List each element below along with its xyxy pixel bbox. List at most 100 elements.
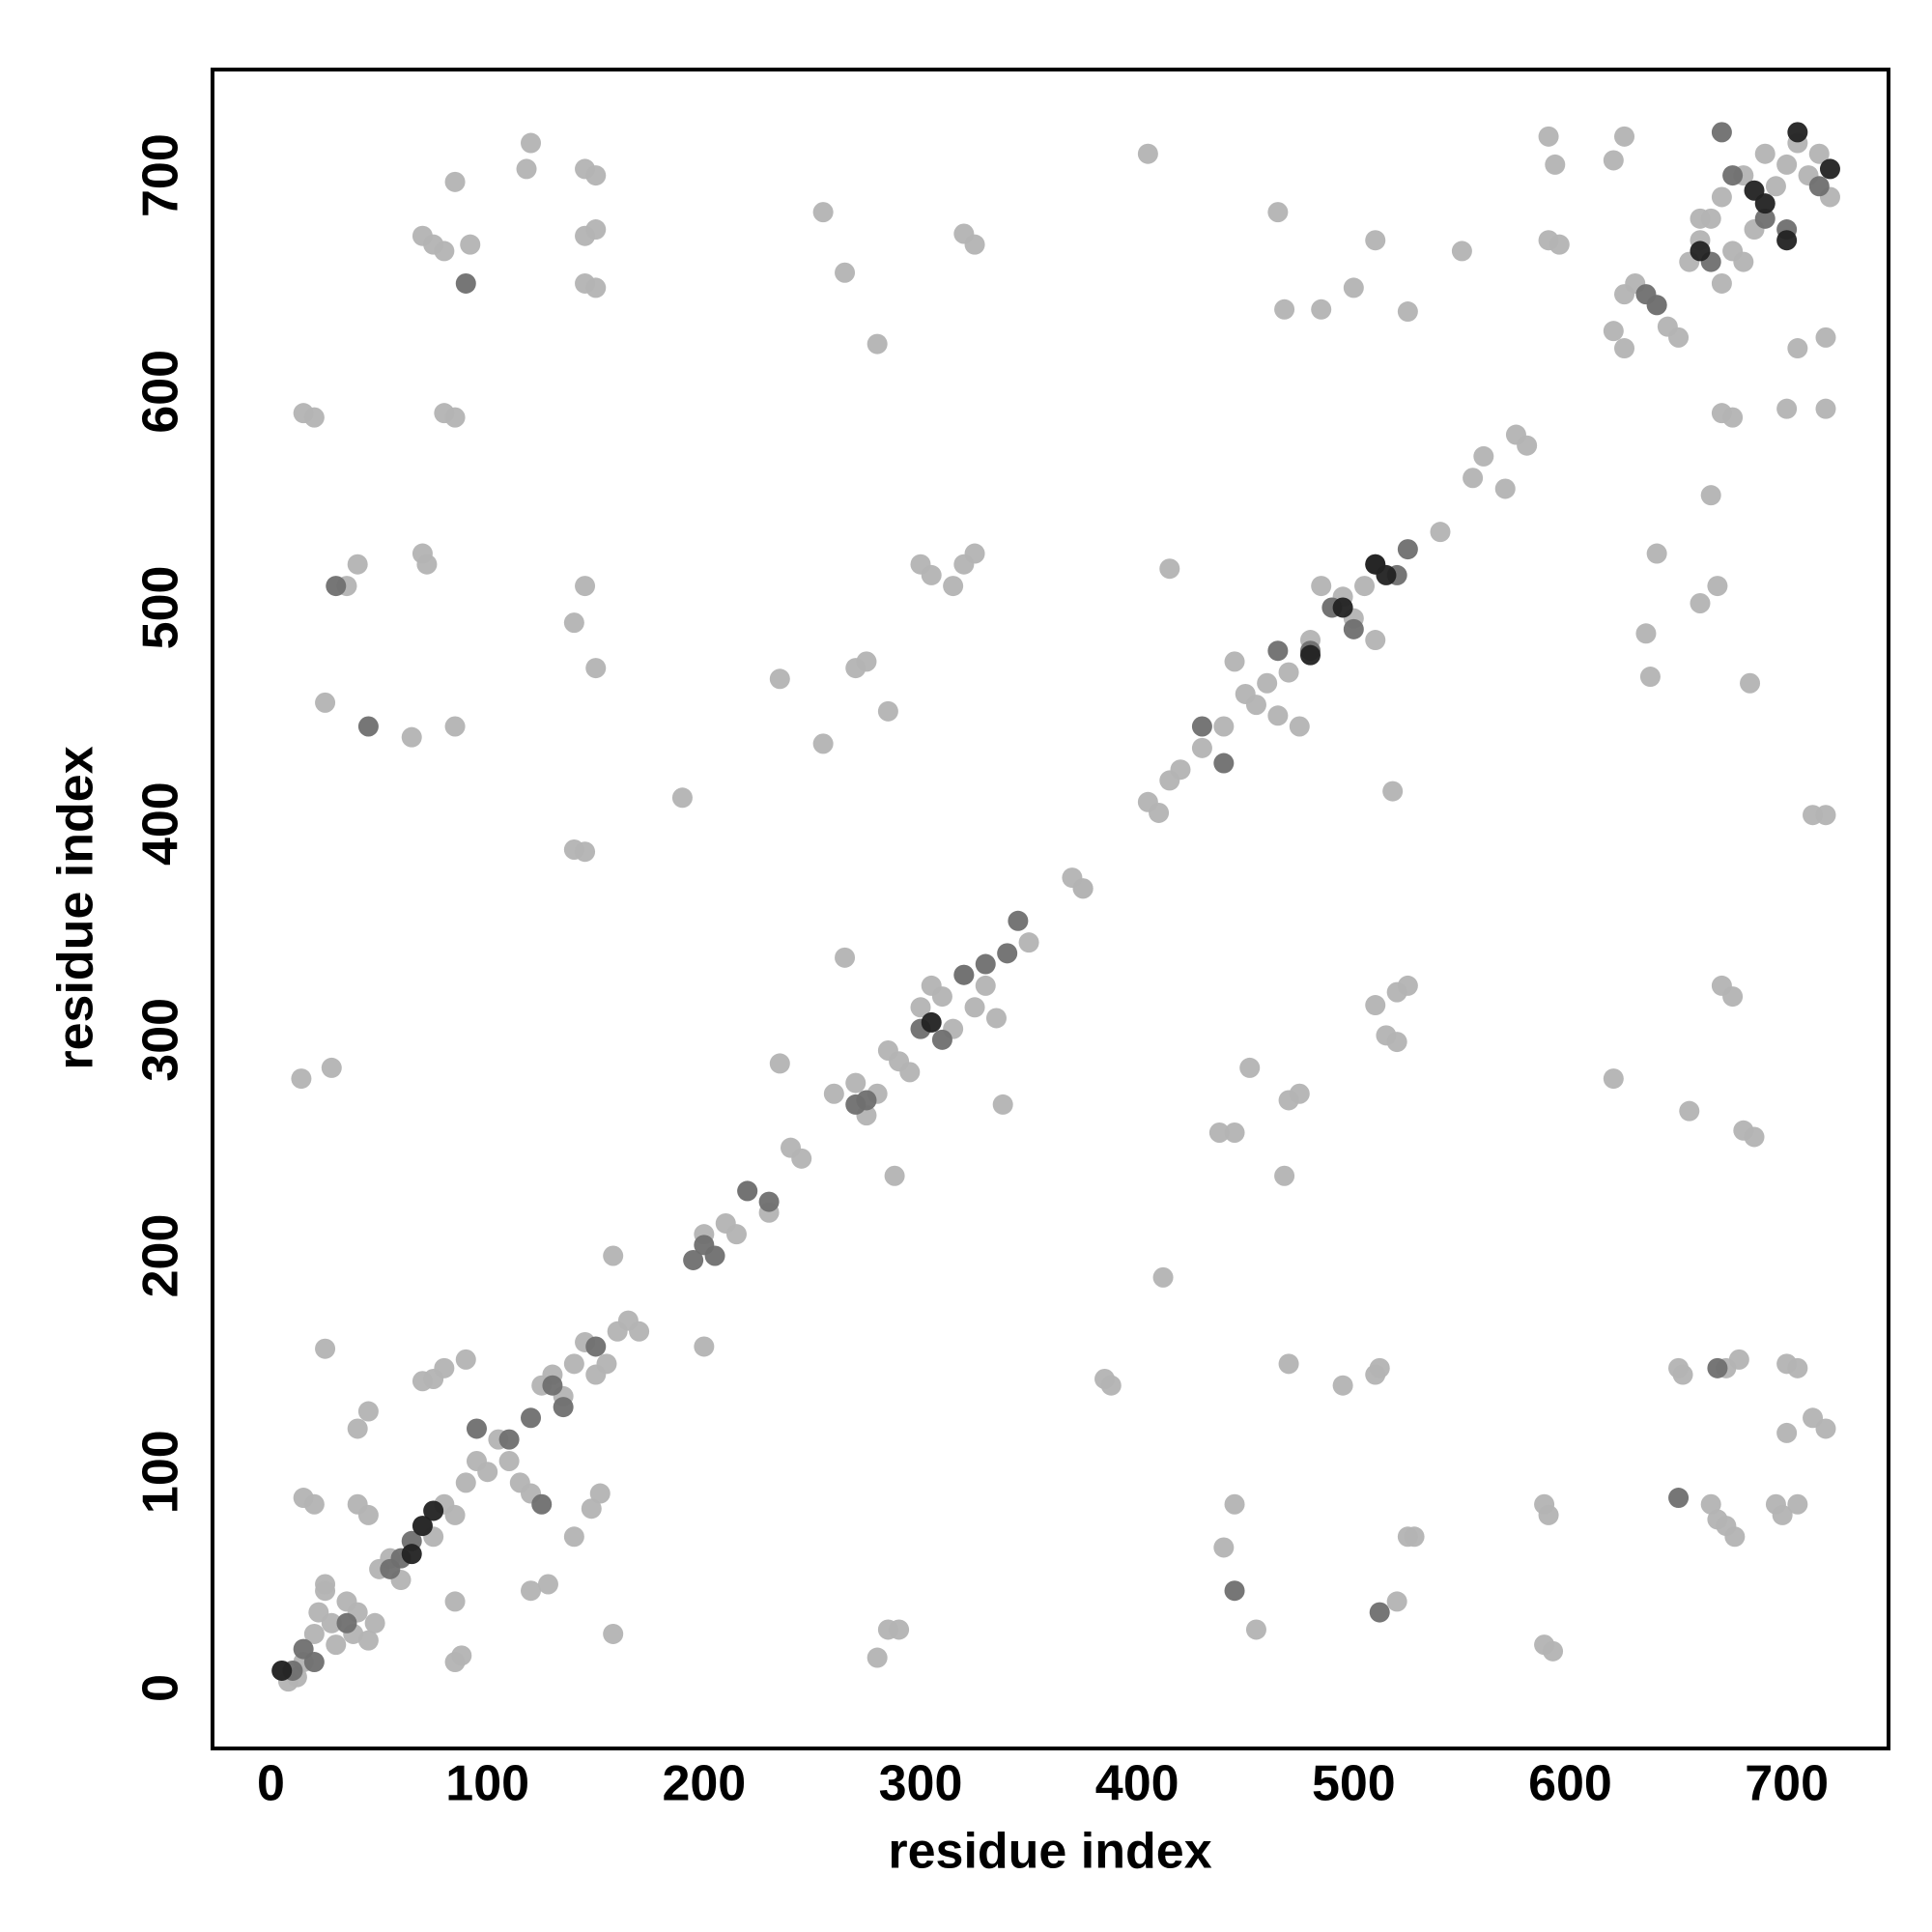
point: [521, 1407, 542, 1429]
point: [1787, 1493, 1808, 1515]
x-tick-label: 600: [1528, 1756, 1612, 1812]
point: [498, 1451, 520, 1472]
point: [1451, 241, 1472, 262]
point: [1404, 1526, 1425, 1548]
point: [1365, 230, 1386, 251]
point: [889, 1619, 910, 1640]
point: [964, 997, 985, 1018]
point: [455, 1349, 476, 1370]
point: [1690, 241, 1711, 262]
point: [1517, 435, 1538, 456]
point: [1274, 298, 1295, 320]
point: [1538, 126, 1559, 147]
point: [812, 202, 834, 223]
point: [1603, 1068, 1624, 1090]
point: [1213, 716, 1235, 737]
point: [1386, 1032, 1407, 1053]
point: [1787, 1357, 1808, 1378]
point: [1639, 667, 1661, 688]
point: [964, 234, 985, 255]
x-tick-label: 0: [257, 1756, 285, 1812]
point: [1397, 539, 1418, 560]
point: [943, 576, 964, 597]
point: [791, 1148, 812, 1169]
point: [498, 1429, 520, 1450]
point: [1159, 558, 1180, 580]
point: [704, 1245, 725, 1266]
point: [596, 1353, 617, 1375]
point: [455, 272, 476, 294]
point: [1191, 737, 1212, 758]
point: [1776, 230, 1798, 251]
point: [1274, 1165, 1295, 1186]
point: [1787, 338, 1808, 359]
y-tick-label: 600: [133, 350, 189, 434]
point: [899, 1062, 921, 1083]
point: [931, 986, 952, 1008]
point: [434, 241, 455, 262]
point: [1224, 1493, 1245, 1515]
point: [1646, 543, 1667, 564]
point: [1311, 576, 1332, 597]
point: [835, 262, 856, 283]
point: [1369, 1357, 1390, 1378]
point: [1603, 150, 1624, 171]
point: [291, 1068, 312, 1090]
point: [1100, 1375, 1122, 1396]
point: [357, 716, 379, 737]
point: [563, 612, 584, 634]
point: [1311, 298, 1332, 320]
point: [1808, 143, 1830, 164]
plot-frame: [211, 68, 1890, 1750]
point: [321, 1057, 342, 1078]
point: [455, 1472, 476, 1493]
point: [542, 1375, 563, 1396]
point: [321, 1612, 342, 1634]
point: [1343, 277, 1364, 298]
point: [585, 165, 607, 186]
point: [1754, 143, 1776, 164]
point: [1072, 878, 1094, 899]
point: [884, 1165, 905, 1186]
point: [1603, 321, 1624, 342]
point: [1787, 122, 1808, 143]
point: [1213, 1537, 1235, 1558]
point: [1224, 651, 1245, 672]
point: [477, 1462, 498, 1483]
point: [812, 733, 834, 754]
y-tick-label: 100: [133, 1430, 189, 1514]
point: [581, 1498, 602, 1520]
point: [1668, 327, 1690, 348]
x-tick-label: 400: [1095, 1756, 1179, 1812]
point: [1386, 1591, 1407, 1612]
point: [444, 407, 466, 428]
point: [1224, 1122, 1245, 1144]
point: [357, 1401, 379, 1422]
point: [585, 277, 607, 298]
point: [585, 658, 607, 679]
x-tick-label: 100: [445, 1756, 529, 1812]
point: [1765, 176, 1786, 197]
point: [326, 1634, 347, 1656]
point: [1299, 644, 1321, 666]
point: [434, 1357, 455, 1378]
point: [416, 554, 438, 575]
point: [985, 1008, 1007, 1029]
point: [315, 692, 336, 713]
point: [671, 787, 693, 809]
point: [1700, 485, 1721, 506]
point: [1635, 284, 1657, 305]
point: [1018, 932, 1039, 953]
point: [315, 1574, 336, 1595]
point: [845, 1072, 867, 1094]
point: [1548, 234, 1570, 255]
point: [835, 947, 856, 968]
point: [1365, 554, 1386, 575]
point: [521, 132, 542, 154]
point: [1672, 1364, 1693, 1385]
point: [1245, 1619, 1266, 1640]
point: [823, 1083, 844, 1104]
point: [1332, 597, 1353, 618]
point: [516, 158, 537, 180]
